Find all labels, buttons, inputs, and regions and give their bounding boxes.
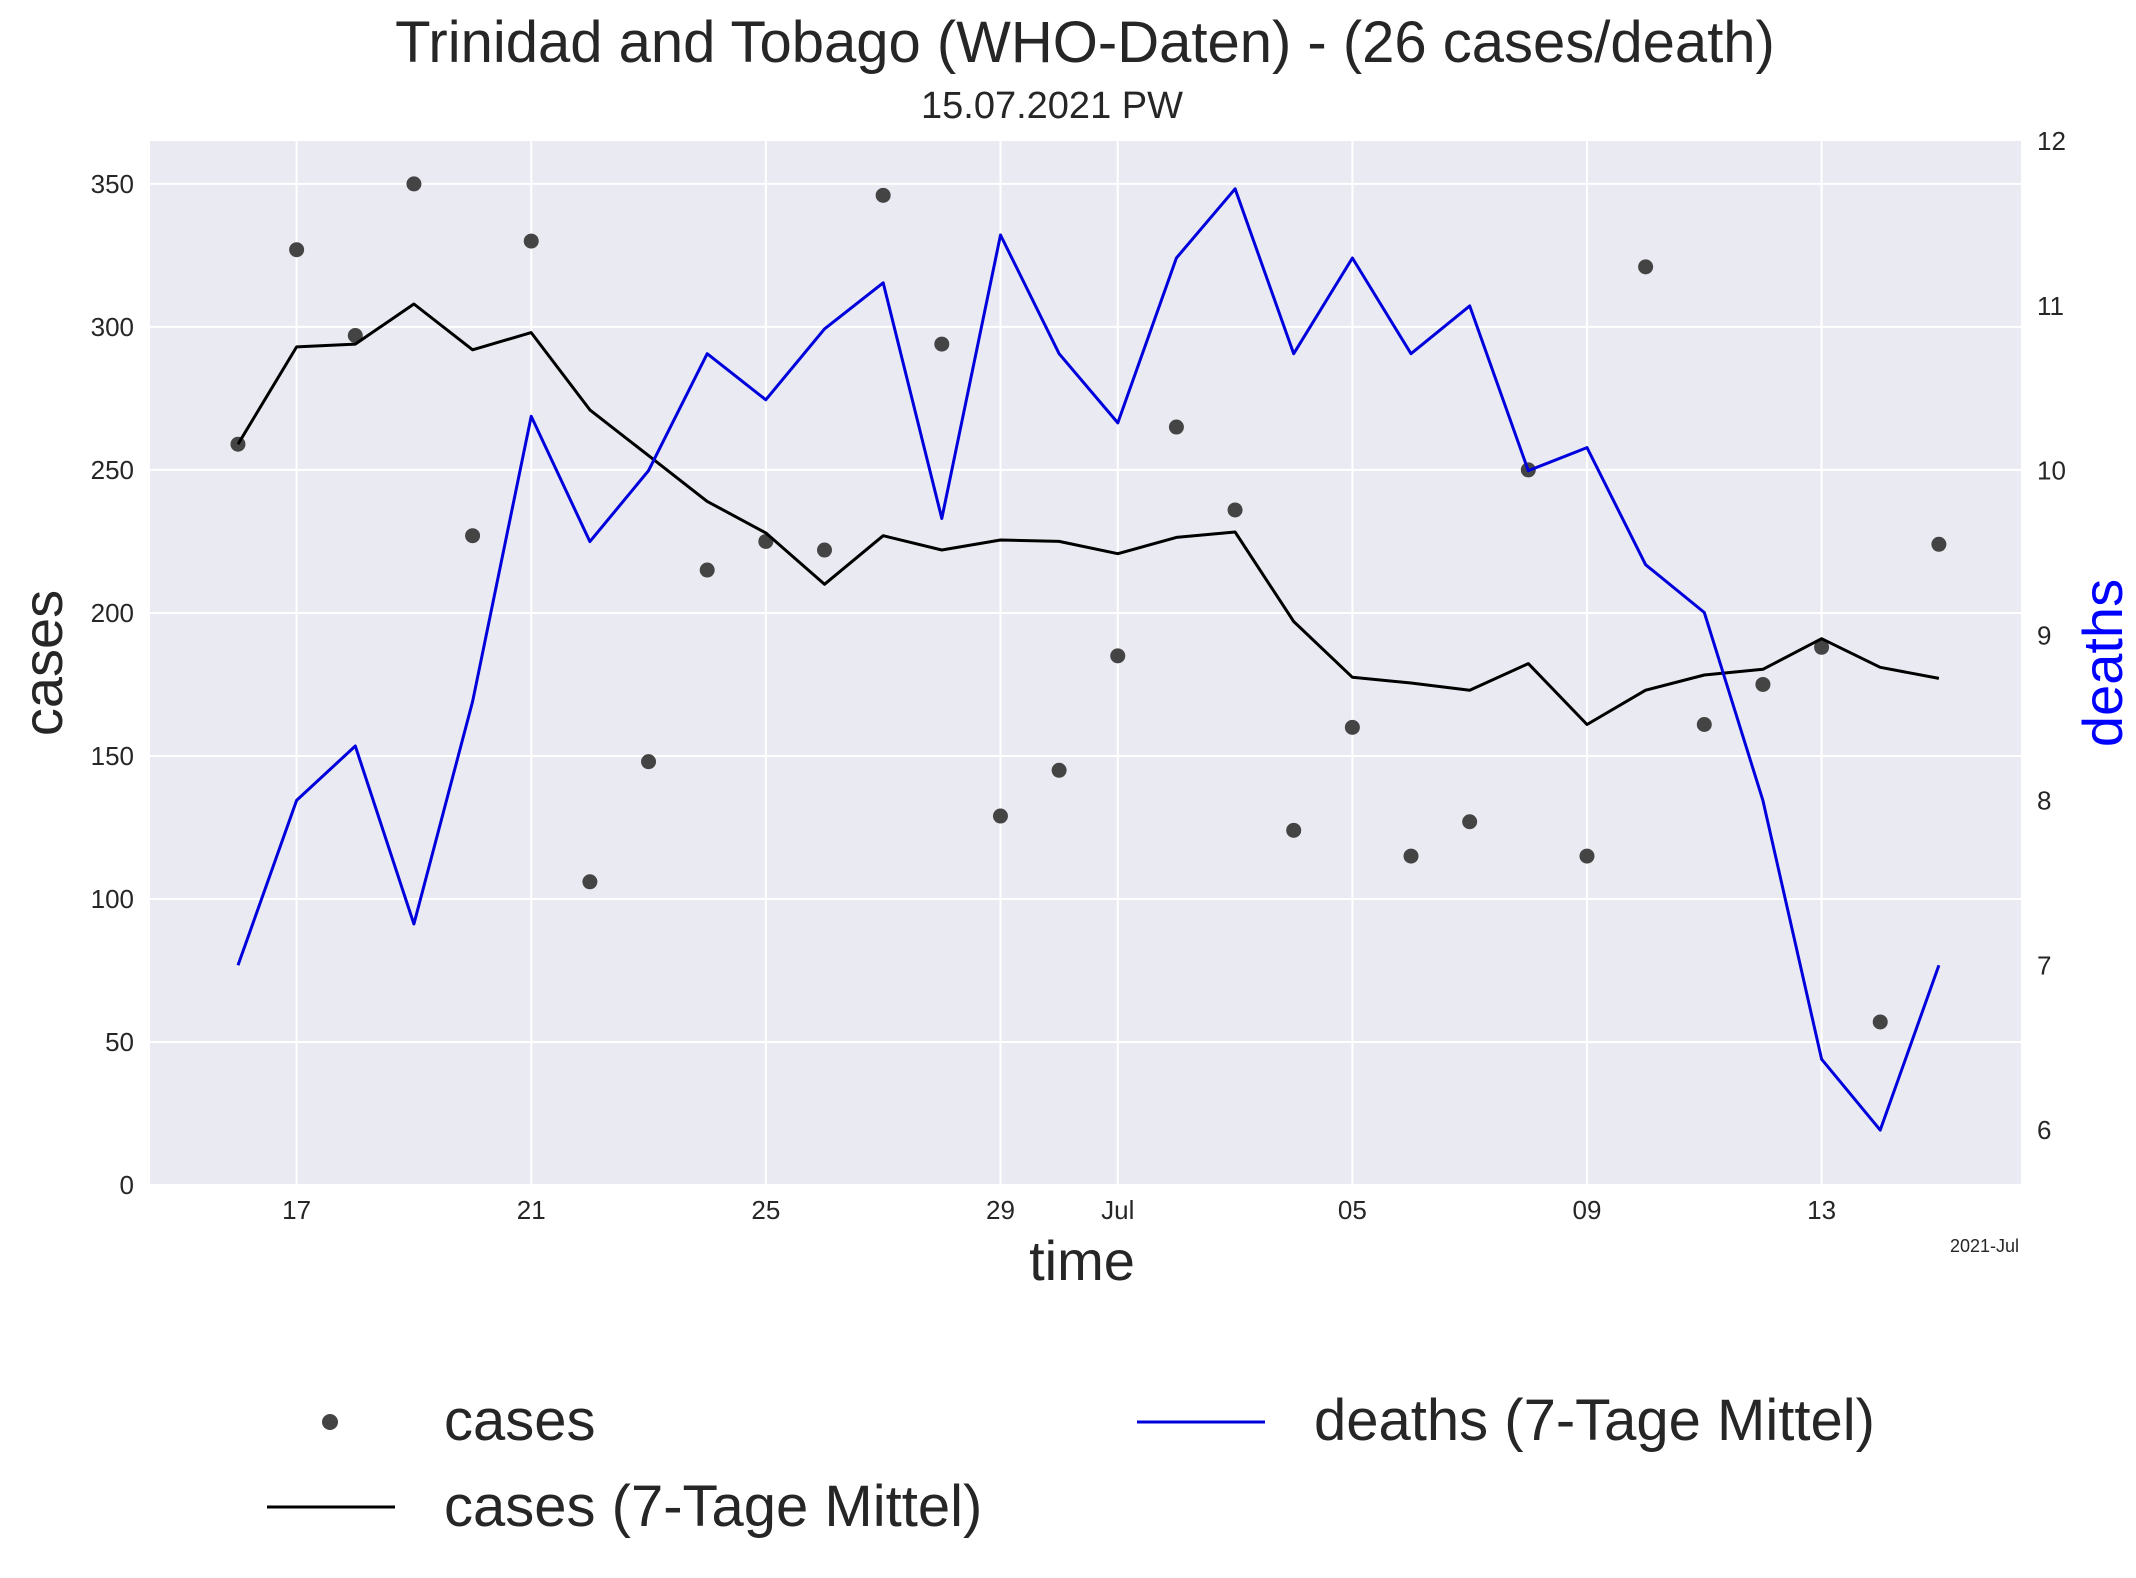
y-tick-label-left: 350 (91, 169, 134, 199)
y-tick-label-left: 0 (120, 1170, 134, 1200)
series-line-deaths-mean (236, 187, 1941, 1132)
data-point-cases (1344, 719, 1360, 735)
data-point-cases (875, 187, 891, 203)
legend: cases cases (7-Tage Mittel) deaths (7-Ta… (267, 1388, 1875, 1539)
y-axis-label-left: cases (11, 590, 74, 736)
y-tick-label-right: 11 (2037, 291, 2064, 321)
x-tick-label: 21 (517, 1195, 546, 1225)
chart-title: Trinidad and Tobago (WHO-Daten) - (26 ca… (395, 10, 1775, 75)
y-tick-label-right: 8 (2037, 785, 2051, 815)
data-point-cases (1286, 822, 1302, 838)
legend-marker-cases (322, 1414, 338, 1430)
y-tick-label-left: 100 (91, 884, 134, 914)
y-tick-label-right: 7 (2037, 950, 2051, 980)
data-point-cases (1051, 762, 1067, 778)
data-point-cases (934, 336, 950, 352)
data-point-cases (1168, 419, 1184, 435)
y-tick-label-left: 250 (91, 455, 134, 485)
data-point-cases (1110, 648, 1126, 664)
data-point-cases (1872, 1014, 1888, 1030)
data-point-cases (641, 754, 657, 770)
data-point-cases (1696, 716, 1712, 732)
axes: 17 21 25 29 Jul 05 09 13 0 50 100 150 200 250 300 350 6 7… (91, 126, 2066, 1225)
x-tick-label: Jul (1101, 1195, 1134, 1225)
data-point-cases (347, 327, 363, 343)
data-point-cases (1814, 639, 1830, 655)
y-tick-label-left: 200 (91, 598, 134, 628)
x-tick-label: 05 (1338, 1195, 1367, 1225)
data-layer (230, 176, 1947, 1132)
x-tick-label: 13 (1807, 1195, 1836, 1225)
data-point-cases (465, 528, 481, 544)
data-point-cases (230, 436, 246, 452)
y-tick-label-left: 300 (91, 312, 134, 342)
x-axis-label: time (1029, 1229, 1135, 1292)
y-tick-label-left: 50 (105, 1027, 134, 1057)
x-tick-label: 29 (986, 1195, 1015, 1225)
data-point-cases (1579, 848, 1595, 864)
data-point-cases (816, 542, 832, 558)
y-tick-label-right: 6 (2037, 1115, 2051, 1145)
grid (150, 141, 2021, 1186)
data-point-cases (1403, 848, 1419, 864)
data-point-cases (1227, 502, 1243, 518)
y-tick-label-right: 9 (2037, 621, 2051, 651)
legend-label-cases: cases (444, 1388, 596, 1453)
data-point-cases (1755, 676, 1771, 692)
y-tick-label-right: 10 (2037, 456, 2066, 486)
data-point-cases (1931, 536, 1947, 552)
chart-subtitle: 15.07.2021 PW (921, 85, 1183, 127)
legend-label-deaths-mean: deaths (7-Tage Mittel) (1314, 1388, 1875, 1453)
data-point-cases (992, 808, 1008, 824)
data-point-cases (289, 242, 305, 258)
data-point-cases (406, 176, 422, 192)
x-tick-label: 25 (751, 1195, 780, 1225)
legend-label-cases-mean: cases (7-Tage Mittel) (444, 1474, 982, 1539)
y-axis-label-right: deaths (2071, 579, 2134, 747)
data-point-cases (699, 562, 715, 578)
x-axis-offset-label: 2021-Jul (1950, 1236, 2019, 1256)
y-tick-label-left: 150 (91, 741, 134, 771)
data-point-cases (1638, 259, 1654, 275)
y-tick-label-right: 12 (2037, 126, 2066, 156)
x-tick-label: 17 (282, 1195, 311, 1225)
data-point-cases (1462, 814, 1478, 830)
series-line-cases-mean (236, 302, 1940, 726)
x-tick-label: 09 (1573, 1195, 1602, 1225)
data-point-cases (523, 233, 539, 249)
data-point-cases (582, 874, 598, 890)
plot-area (150, 141, 2021, 1185)
